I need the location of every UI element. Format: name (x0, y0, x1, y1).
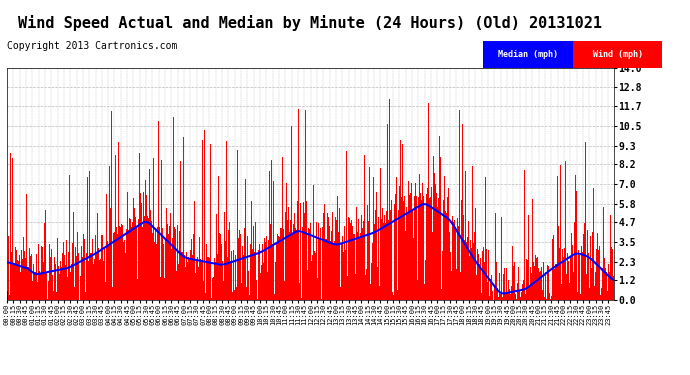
Text: Copyright 2013 Cartronics.com: Copyright 2013 Cartronics.com (7, 41, 177, 51)
Text: Wind (mph): Wind (mph) (593, 50, 642, 59)
Text: Wind Speed Actual and Median by Minute (24 Hours) (Old) 20131021: Wind Speed Actual and Median by Minute (… (19, 15, 602, 31)
Text: Median (mph): Median (mph) (498, 50, 558, 59)
